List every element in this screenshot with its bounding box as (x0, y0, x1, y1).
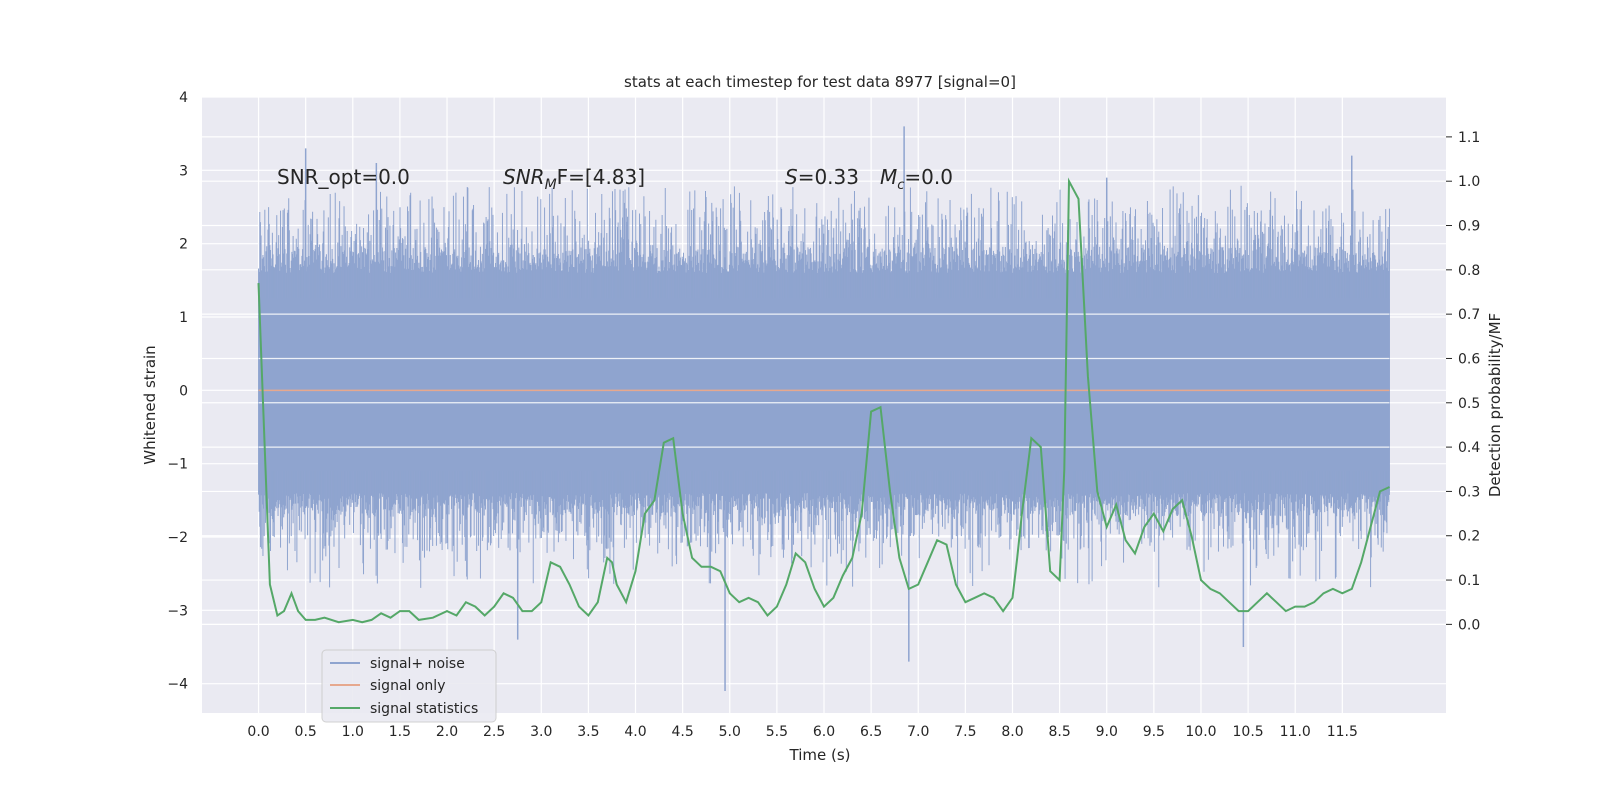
legend-label-signal-noise: signal+ noise (370, 656, 465, 672)
x-tick-label: 7.5 (954, 724, 976, 740)
x-tick-label: 7.0 (907, 724, 929, 740)
y2-tick-label: 0.1 (1458, 573, 1480, 589)
x-tick-label: 6.5 (860, 724, 882, 740)
y2-tick-label: 1.0 (1458, 174, 1480, 190)
annotation-mc: Mc=0.0 (880, 165, 953, 193)
annotation-snr-mf-rest: F=[4.83] (557, 165, 645, 189)
signal-noise-series (258, 126, 1390, 691)
y-tick-label: 3 (179, 163, 188, 179)
y2-tick-label: 0.9 (1458, 219, 1480, 235)
y2-tick-label: 0.7 (1458, 307, 1480, 323)
y2-tick-label: 0.6 (1458, 351, 1480, 367)
x-tick-label: 2.0 (436, 724, 458, 740)
x-tick-label: 9.0 (1096, 724, 1118, 740)
y2-tick-label: 0.0 (1458, 617, 1480, 633)
annotation-snr-opt: SNR_opt=0.0 (277, 165, 410, 189)
y-axis-ticks: 4 3 2 1 0 −1 −2 −3 −4 (167, 90, 188, 693)
x-tick-label: 8.0 (1001, 724, 1023, 740)
legend: signal+ noise signal only signal statist… (321, 649, 497, 723)
annotation-mc-rest: =0.0 (904, 165, 953, 189)
x-tick-label: 4.5 (672, 724, 694, 740)
x-tick-label: 11.0 (1280, 724, 1311, 740)
annotation-s-italic: S (785, 165, 798, 189)
legend-label-signal-only: signal only (370, 678, 445, 694)
y2-axis-ticks: 1.1 1.0 0.9 0.8 0.7 0.6 0.5 0.4 0.3 0.2 0.1 0.0 (1446, 130, 1480, 633)
y-tick-label: 1 (179, 310, 188, 326)
annotation-snr-mf: SNRMF=[4.83] (503, 165, 645, 193)
x-tick-label: 3.5 (577, 724, 599, 740)
x-tick-label: 1.0 (342, 724, 364, 740)
y-tick-label: −3 (167, 603, 188, 619)
annotation-snr-mf-sub: M (545, 177, 557, 193)
x-tick-label: 8.5 (1048, 724, 1070, 740)
legend-box (321, 649, 497, 723)
x-tick-label: 9.5 (1143, 724, 1165, 740)
y2-tick-label: 0.3 (1458, 484, 1480, 500)
y2-tick-label: 0.2 (1458, 529, 1480, 545)
signal-statistics-series (257, 177, 1390, 624)
y-tick-label: 2 (179, 237, 188, 253)
y-tick-label: −2 (167, 530, 188, 546)
x-axis-label: Time (s) (789, 746, 851, 764)
y2-axis-label: Detection probability/MF (1486, 313, 1504, 497)
y2-tick-label: 0.5 (1458, 396, 1480, 412)
x-tick-label: 10.5 (1233, 724, 1264, 740)
annotation-snr-mf-main: SNR (503, 165, 545, 189)
y-tick-label: −4 (167, 677, 188, 693)
y-axis-label: Whitened strain (141, 345, 159, 464)
annotation-s-rest: =0.33 (798, 165, 859, 189)
x-tick-label: 2.5 (483, 724, 505, 740)
legend-label-signal-statistics: signal statistics (370, 701, 478, 717)
annotation-mc-sub: c (897, 178, 904, 193)
x-axis-ticks: 0.0 0.5 1.0 1.5 2.0 2.5 3.0 3.5 4.0 4.5 5.0 5.5 6.0 6… (247, 724, 1358, 740)
chart-title: stats at each timestep for test data 897… (624, 73, 1016, 91)
annotations: SNR_opt=0.0 SNRMF=[4.83] S=0.33 Mc=0.0 (277, 165, 953, 193)
x-tick-label: 5.0 (719, 724, 741, 740)
y-tick-label: 4 (179, 90, 188, 106)
x-tick-label: 1.5 (389, 724, 411, 740)
x-tick-label: 6.0 (813, 724, 835, 740)
noise-core-band (258, 298, 1390, 471)
y2-tick-label: 1.1 (1458, 130, 1480, 146)
y-tick-label: 0 (179, 383, 188, 399)
y2-tick-label: 0.4 (1458, 440, 1480, 456)
x-tick-label: 0.0 (247, 724, 269, 740)
y-tick-label: −1 (167, 457, 188, 473)
x-tick-label: 11.5 (1327, 724, 1358, 740)
x-tick-label: 3.0 (530, 724, 552, 740)
x-tick-label: 5.5 (766, 724, 788, 740)
x-tick-label: 10.0 (1185, 724, 1216, 740)
annotation-s: S=0.33 (785, 165, 859, 189)
annotation-mc-italic: M (880, 165, 897, 189)
y2-tick-label: 0.8 (1458, 263, 1480, 279)
x-tick-label: 0.5 (295, 724, 317, 740)
x-tick-label: 4.0 (624, 724, 646, 740)
